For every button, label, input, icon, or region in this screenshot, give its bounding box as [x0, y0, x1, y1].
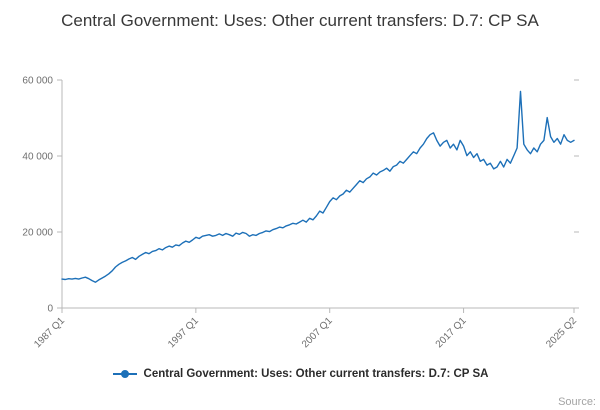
legend-label: Central Government: Uses: Other current …	[143, 368, 489, 380]
source-label: Source:	[558, 396, 596, 408]
x-tick-label: 1997 Q1	[166, 315, 201, 350]
legend-dot	[120, 370, 129, 378]
y-tick-label: 0	[47, 304, 53, 315]
y-tick-label: 40 000	[22, 152, 53, 163]
data-series-line	[61, 90, 575, 283]
line-chart: 0 20 000 40 000 60 000 1987 Q1 1997 Q1 2007 Q…	[22, 76, 579, 351]
legend: Central Government: Uses: Other current …	[0, 368, 600, 380]
y-tick-label: 60 000	[22, 76, 53, 87]
legend-marker-icon	[112, 370, 137, 378]
x-tick-label: 2025 Q2	[544, 315, 579, 350]
x-tick-label: 1987 Q1	[32, 315, 67, 350]
chart-title: Central Government: Uses: Other current …	[61, 11, 539, 30]
x-axis-ticks: 1987 Q1 1997 Q1 2007 Q1 2017 Q1 2025 Q2	[32, 308, 579, 350]
x-tick-label: 2007 Q1	[300, 315, 335, 350]
legend-item[interactable]: Central Government: Uses: Other current …	[112, 368, 489, 380]
y-tick-label: 20 000	[22, 228, 53, 239]
chart-page: { "page": { "source_label": "Source:" },…	[0, 10, 600, 410]
y-axis-ticks: 0 20 000 40 000 60 000	[22, 76, 579, 315]
x-tick-label: 2017 Q1	[434, 315, 469, 350]
